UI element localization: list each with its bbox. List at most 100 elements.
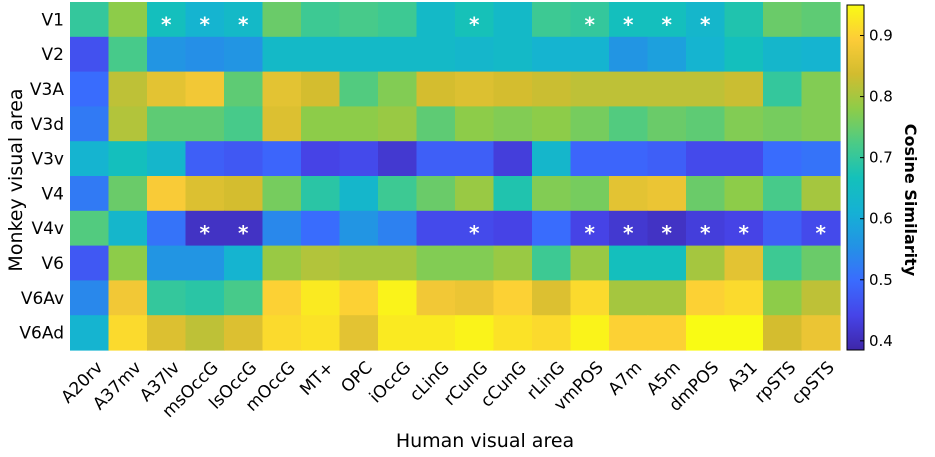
heatmap-cell (763, 315, 803, 351)
heatmap-cell (108, 280, 148, 316)
heatmap-cell (262, 315, 302, 351)
heatmap-cell (378, 106, 418, 142)
heatmap-cell (147, 210, 187, 247)
heatmap-cell (147, 106, 187, 142)
heatmap-cell (339, 71, 379, 107)
heatmap-cell (262, 280, 302, 316)
heatmap-cell (801, 36, 841, 73)
heatmap-cell (224, 106, 264, 142)
heatmap-cell (339, 36, 379, 73)
heatmap-cell (301, 176, 341, 212)
heatmap-cell (301, 245, 341, 281)
y-tick-label: V6Ad (19, 324, 64, 344)
heatmap-cell (686, 71, 726, 107)
heatmap-cell (70, 176, 110, 212)
heatmap-cell (301, 280, 341, 316)
heatmap-cell (455, 36, 495, 73)
heatmap-cell (493, 71, 533, 107)
heatmap-cell (378, 71, 418, 107)
significance-star: * (739, 221, 750, 245)
heatmap-cell (185, 245, 225, 281)
heatmap-cell (532, 280, 572, 316)
heatmap-cell (378, 280, 418, 316)
heatmap-cell (262, 141, 302, 177)
y-tick-label: V3d (31, 115, 64, 135)
y-axis-title: Monkey visual area (5, 88, 27, 271)
heatmap-cell (262, 71, 302, 107)
significance-star: * (238, 221, 249, 245)
heatmap-cell (686, 176, 726, 212)
heatmap-cell (416, 210, 456, 247)
y-tick-label: V3A (30, 80, 64, 100)
heatmap-cell (339, 315, 379, 351)
heatmap-cell (416, 106, 456, 142)
heatmap-cell (147, 36, 187, 73)
heatmap-cell (455, 245, 495, 281)
significance-star: * (200, 221, 211, 245)
heatmap-cell (455, 106, 495, 142)
heatmap-cell (493, 210, 533, 247)
significance-star: * (200, 12, 211, 36)
heatmap-cell (493, 280, 533, 316)
heatmap-cell (339, 176, 379, 212)
heatmap-cell (185, 106, 225, 142)
heatmap-cell (724, 245, 764, 281)
heatmap-cell (647, 315, 687, 351)
heatmap-cell (493, 315, 533, 351)
heatmap-cell (70, 280, 110, 316)
x-tick-label: cpSTS (788, 358, 839, 409)
heatmap-cell (70, 36, 110, 73)
heatmap-cell (185, 71, 225, 107)
heatmap-cell (185, 176, 225, 212)
heatmap-cell (224, 2, 264, 38)
heatmap-cell (532, 36, 572, 73)
heatmap-cell (763, 2, 803, 38)
heatmap-cell (416, 71, 456, 107)
heatmap-cell (609, 315, 649, 351)
y-tick-label: V1 (42, 10, 64, 30)
heatmap-cell (455, 2, 495, 38)
heatmap-cell (339, 245, 379, 281)
heatmap-cell (686, 280, 726, 316)
significance-star: * (662, 221, 673, 245)
heatmap-cell (224, 36, 264, 73)
colorbar-tick-label: 0.7 (869, 149, 893, 167)
heatmap-cell (224, 210, 264, 247)
heatmap-cell (493, 176, 533, 212)
colorbar-tick-label: 0.4 (869, 332, 893, 350)
heatmap-cell (301, 106, 341, 142)
heatmap-cell (724, 176, 764, 212)
heatmap-cell (262, 2, 302, 38)
heatmap-cell (532, 71, 572, 107)
heatmap-cell (339, 280, 379, 316)
heatmap-cell (70, 210, 110, 247)
y-tick-label: V4v (31, 219, 64, 239)
colorbar-tick-label: 0.5 (869, 271, 893, 289)
colorbar-tick-label: 0.9 (869, 27, 893, 45)
y-tick-label: V6 (42, 254, 64, 274)
heatmap-cell (378, 36, 418, 73)
y-tick-labels: V1 V2 V3A V3d V3v V4 V4v V6 V6Av V6Ad (19, 10, 64, 343)
heatmap-cell (185, 141, 225, 177)
heatmap-cell (570, 280, 610, 316)
heatmap-cell (801, 71, 841, 107)
heatmap-cell (609, 106, 649, 142)
heatmap-cell (724, 280, 764, 316)
significance-star: * (623, 221, 634, 245)
heatmap-cell (686, 2, 726, 38)
heatmap-cell (647, 210, 687, 247)
heatmap-cell (224, 315, 264, 351)
heatmap-cell (493, 36, 533, 73)
significance-star: * (161, 12, 172, 36)
significance-star: * (700, 12, 711, 36)
heatmap-cell (609, 280, 649, 316)
heatmap-cell (185, 2, 225, 38)
heatmap-cell (301, 315, 341, 351)
heatmap-cell (724, 315, 764, 351)
heatmap-cell (224, 141, 264, 177)
heatmap-cell (763, 141, 803, 177)
colorbar-ticks: 0.4 0.5 0.6 0.7 0.8 0.9 (860, 27, 893, 350)
heatmap-cell (763, 36, 803, 73)
significance-star: * (816, 221, 827, 245)
